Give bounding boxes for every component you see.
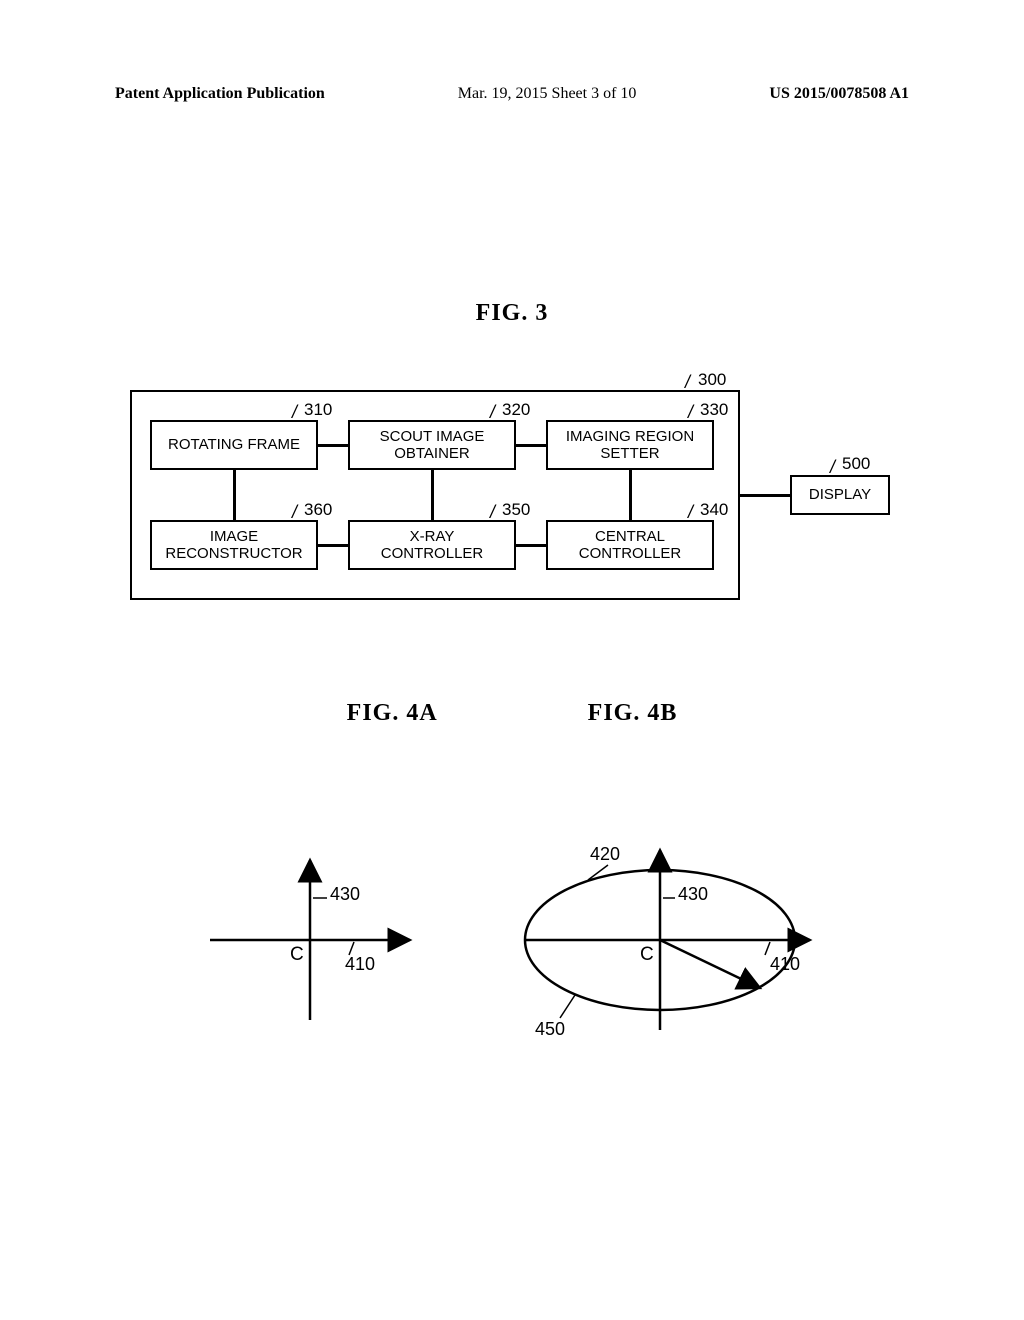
fig3-title: FIG. 3 [0, 300, 1024, 327]
block-label: X-RAY CONTROLLER [381, 528, 484, 563]
leader-slash-icon: / [292, 502, 297, 523]
block-image-reconstructor: IMAGE RECONSTRUCTOR [150, 520, 318, 570]
fig4a-group: C 430 410 [210, 860, 410, 1020]
leader-slash-icon: / [490, 502, 495, 523]
connector [740, 494, 790, 497]
fig4a-ref-430: 430 [330, 884, 360, 904]
ref-350: 350 [502, 500, 530, 520]
connector [233, 470, 236, 520]
ref-500: 500 [842, 454, 870, 474]
block-rotating-frame: ROTATING FRAME [150, 420, 318, 470]
ref-360: 360 [304, 500, 332, 520]
fig3-diagram: / 300 ROTATING FRAME / 310 SCOUT IMAGE O… [130, 370, 900, 600]
block-display: DISPLAY [790, 475, 890, 515]
ref-320: 320 [502, 400, 530, 420]
page-header: Patent Application Publication Mar. 19, … [115, 85, 909, 103]
fig4b-center-label: C [640, 944, 654, 965]
connector [318, 444, 348, 447]
ref-300: 300 [698, 370, 726, 390]
leader-slash-icon: / [830, 457, 835, 478]
fig4b-ref-410: 410 [770, 954, 800, 974]
fig4-svg: C 430 410 C 420 430 41 [130, 820, 900, 1080]
fig4b-title: FIG. 4B [588, 700, 678, 727]
connector [318, 544, 348, 547]
block-label: CENTRAL CONTROLLER [579, 528, 682, 563]
leader-slash-icon: / [490, 402, 495, 423]
ref-340: 340 [700, 500, 728, 520]
leader-slash-icon: / [688, 502, 693, 523]
block-scout-image-obtainer: SCOUT IMAGE OBTAINER [348, 420, 516, 470]
fig4b-ref-420: 420 [590, 844, 620, 864]
ref-310: 310 [304, 400, 332, 420]
fig4a-ref-410: 410 [345, 954, 375, 974]
connector [516, 444, 546, 447]
block-label: DISPLAY [809, 486, 871, 503]
block-label: IMAGE RECONSTRUCTOR [165, 528, 302, 563]
header-pub-number: US 2015/0078508 A1 [769, 85, 909, 103]
fig4b-ref-430: 430 [678, 884, 708, 904]
block-xray-controller: X-RAY CONTROLLER [348, 520, 516, 570]
fig4-titles-row: FIG. 4A FIG. 4B [0, 700, 1024, 727]
header-publication: Patent Application Publication [115, 85, 325, 103]
connector [629, 470, 632, 520]
connector [516, 544, 546, 547]
fig4-diagrams: C 430 410 C 420 430 41 [130, 820, 900, 1080]
ref-330: 330 [700, 400, 728, 420]
block-label: ROTATING FRAME [168, 436, 300, 453]
block-central-controller: CENTRAL CONTROLLER [546, 520, 714, 570]
fig4b-diagonal [660, 940, 760, 988]
connector [431, 470, 434, 520]
fig4b-ref-450: 450 [535, 1019, 565, 1039]
fig4a-title: FIG. 4A [347, 700, 438, 727]
leader-line [560, 995, 575, 1018]
block-label: SCOUT IMAGE OBTAINER [380, 428, 485, 463]
fig4a-center-label: C [290, 944, 304, 965]
fig4b-group: C 420 430 410 450 [525, 844, 810, 1039]
header-date-sheet: Mar. 19, 2015 Sheet 3 of 10 [458, 85, 637, 103]
block-imaging-region-setter: IMAGING REGION SETTER [546, 420, 714, 470]
leader-slash-icon: / [688, 402, 693, 423]
leader-slash-icon: / [292, 402, 297, 423]
block-label: IMAGING REGION SETTER [566, 428, 694, 463]
